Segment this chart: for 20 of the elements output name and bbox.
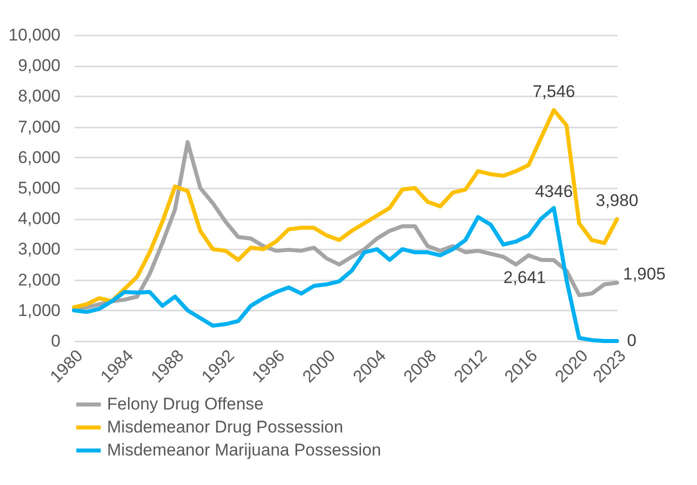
y-tick-label: 4,000 bbox=[18, 209, 60, 228]
data-label: 2,641 bbox=[503, 268, 546, 288]
y-tick-label: 8,000 bbox=[18, 86, 60, 106]
data-label: 0 bbox=[627, 331, 636, 350]
y-tick-label: 0 bbox=[51, 332, 60, 350]
y-tick-label: 7,000 bbox=[18, 117, 60, 136]
y-tick-label: 6,000 bbox=[18, 148, 60, 167]
y-tick-label: 9,000 bbox=[18, 56, 60, 76]
legend-label: Misdemeanor Marijuana Possession bbox=[107, 440, 382, 460]
data-label: 3,980 bbox=[596, 191, 638, 210]
y-tick-label: 5,000 bbox=[18, 178, 60, 198]
legend-label: Felony Drug Offense bbox=[107, 394, 264, 414]
y-tick-label: 1,000 bbox=[18, 300, 60, 320]
data-label: 7,546 bbox=[532, 82, 576, 102]
data-label: 4346 bbox=[534, 182, 573, 202]
legend-label: Misdemeanor Drug Possession bbox=[107, 418, 344, 436]
data-label: 1,905 bbox=[623, 264, 666, 284]
y-tick-label: 2,000 bbox=[18, 270, 60, 290]
y-tick-label: 10,000 bbox=[8, 26, 60, 44]
y-tick-label: 3,000 bbox=[18, 240, 60, 259]
